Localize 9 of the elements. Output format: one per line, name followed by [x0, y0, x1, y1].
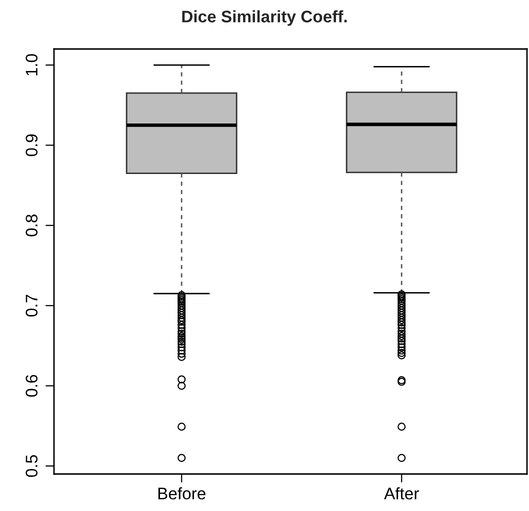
y-tick-label: 1.0 — [26, 54, 38, 76]
y-tick-label: 0.5 — [26, 455, 38, 477]
x-tick-label: Before — [158, 487, 206, 500]
y-tick-label: 0.6 — [26, 374, 38, 397]
x-tick-label: After — [384, 487, 419, 500]
y-tick-label: 0.8 — [26, 214, 38, 236]
y-tick-label: 0.9 — [26, 134, 38, 156]
chart-title: Dice Similarity Coeff. — [182, 10, 347, 26]
y-tick-label: 0.7 — [26, 294, 38, 317]
